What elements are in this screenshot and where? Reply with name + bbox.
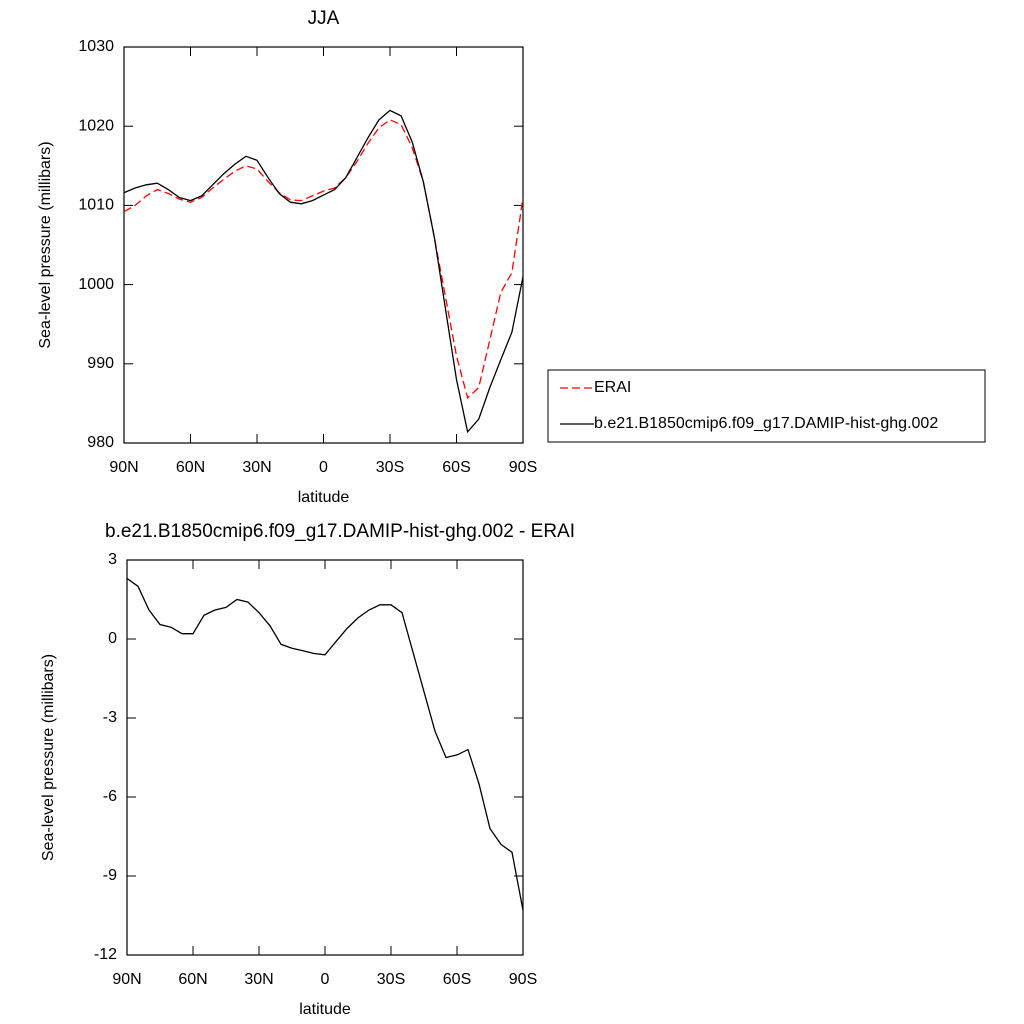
y-tick-label: 0 bbox=[108, 630, 117, 647]
y-axis-label: Sea-level pressure (millibars) bbox=[40, 654, 57, 861]
legend-label: ERAI bbox=[594, 379, 631, 396]
y-tick-label: -6 bbox=[103, 788, 117, 805]
chart-title: JJA bbox=[308, 8, 340, 29]
x-tick-label: 60S bbox=[442, 459, 470, 476]
y-tick-label: -3 bbox=[103, 709, 117, 726]
x-tick-label: 30N bbox=[242, 459, 271, 476]
y-tick-label: 1010 bbox=[78, 197, 114, 214]
line-series bbox=[126, 577, 524, 911]
line-series bbox=[123, 119, 524, 400]
x-tick-label: 60S bbox=[443, 971, 471, 988]
x-axis-label: latitude bbox=[299, 1001, 351, 1018]
plot-frame bbox=[126, 559, 524, 956]
y-tick-label: -12 bbox=[94, 946, 117, 963]
plot-frame bbox=[123, 46, 524, 444]
y-tick-label: 1000 bbox=[78, 276, 114, 293]
x-tick-label: 0 bbox=[319, 459, 328, 476]
line-series bbox=[123, 109, 524, 434]
x-tick-label: 90N bbox=[109, 459, 138, 476]
legend-box bbox=[547, 369, 986, 443]
x-tick-label: 60N bbox=[178, 971, 207, 988]
x-tick-label: 30S bbox=[376, 459, 404, 476]
x-tick-label: 30S bbox=[377, 971, 405, 988]
y-axis-label: Sea-level pressure (millibars) bbox=[37, 141, 54, 348]
x-tick-label: 60N bbox=[176, 459, 205, 476]
y-tick-label: 1030 bbox=[78, 38, 114, 55]
y-tick-label: 1020 bbox=[78, 117, 114, 134]
y-tick-label: 980 bbox=[87, 434, 114, 451]
y-tick-label: -9 bbox=[103, 867, 117, 884]
x-tick-label: 90S bbox=[509, 459, 537, 476]
x-tick-label: 90S bbox=[509, 971, 537, 988]
y-tick-label: 990 bbox=[87, 355, 114, 372]
x-axis-label: latitude bbox=[298, 489, 350, 506]
chart-title: b.e21.B1850cmip6.f09_g17.DAMIP-hist-ghg.… bbox=[105, 521, 575, 542]
x-tick-label: 90N bbox=[112, 971, 141, 988]
legend-label: b.e21.B1850cmip6.f09_g17.DAMIP-hist-ghg.… bbox=[594, 415, 938, 432]
y-tick-label: 3 bbox=[108, 551, 117, 568]
x-tick-label: 30N bbox=[244, 971, 273, 988]
x-tick-label: 0 bbox=[321, 971, 330, 988]
